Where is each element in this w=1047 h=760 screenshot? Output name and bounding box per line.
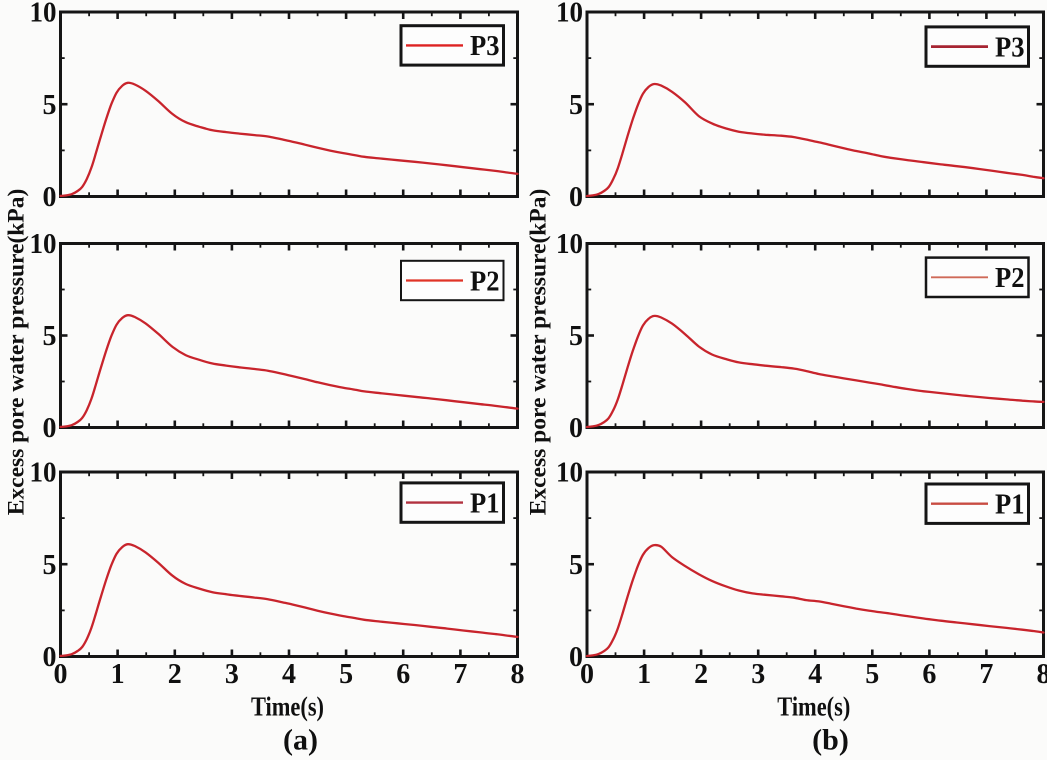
svg-text:10: 10 — [30, 0, 57, 29]
svg-text:4: 4 — [282, 659, 296, 690]
svg-text:10: 10 — [30, 229, 57, 260]
svg-text:Time(s): Time(s) — [777, 692, 850, 722]
svg-text:7: 7 — [453, 659, 467, 690]
svg-text:Time(s): Time(s) — [251, 692, 324, 722]
svg-text:0: 0 — [43, 413, 57, 444]
svg-text:Excess pore water pressure(kPa: Excess pore water pressure(kPa) — [526, 189, 552, 516]
svg-text:5: 5 — [43, 90, 57, 121]
svg-text:5: 5 — [569, 321, 583, 352]
svg-text:1: 1 — [111, 659, 125, 690]
svg-text:5: 5 — [865, 659, 879, 690]
svg-text:5: 5 — [43, 321, 57, 352]
svg-text:8: 8 — [511, 659, 525, 690]
svg-text:0: 0 — [569, 182, 583, 213]
svg-text:0: 0 — [43, 182, 57, 213]
svg-text:P2: P2 — [995, 262, 1025, 294]
svg-text:5: 5 — [43, 550, 57, 581]
svg-text:5: 5 — [569, 90, 583, 121]
svg-text:10: 10 — [556, 458, 583, 489]
svg-text:3: 3 — [225, 659, 239, 690]
svg-text:2: 2 — [694, 659, 708, 690]
svg-text:0: 0 — [569, 413, 583, 444]
svg-text:10: 10 — [556, 0, 583, 29]
svg-text:10: 10 — [30, 458, 57, 489]
svg-text:(b): (b) — [812, 724, 849, 757]
svg-text:P1: P1 — [995, 489, 1025, 521]
svg-text:6: 6 — [922, 659, 936, 690]
svg-text:6: 6 — [396, 659, 410, 690]
svg-text:P3: P3 — [995, 31, 1025, 63]
svg-text:2: 2 — [168, 659, 182, 690]
svg-text:5: 5 — [569, 550, 583, 581]
svg-text:10: 10 — [556, 229, 583, 260]
svg-text:7: 7 — [979, 659, 993, 690]
svg-text:(a): (a) — [283, 724, 318, 757]
svg-text:0: 0 — [43, 642, 57, 673]
svg-text:1: 1 — [637, 659, 651, 690]
svg-text:P1: P1 — [470, 487, 500, 519]
svg-text:0: 0 — [569, 642, 583, 673]
svg-text:P2: P2 — [470, 265, 500, 297]
svg-text:0: 0 — [54, 659, 68, 690]
svg-text:0: 0 — [580, 659, 594, 690]
svg-text:5: 5 — [339, 659, 353, 690]
svg-text:Excess pore water pressure(kPa: Excess pore water pressure(kPa) — [4, 189, 30, 516]
svg-text:4: 4 — [808, 659, 822, 690]
svg-text:P3: P3 — [470, 30, 500, 62]
svg-text:3: 3 — [751, 659, 765, 690]
svg-text:8: 8 — [1037, 659, 1047, 690]
